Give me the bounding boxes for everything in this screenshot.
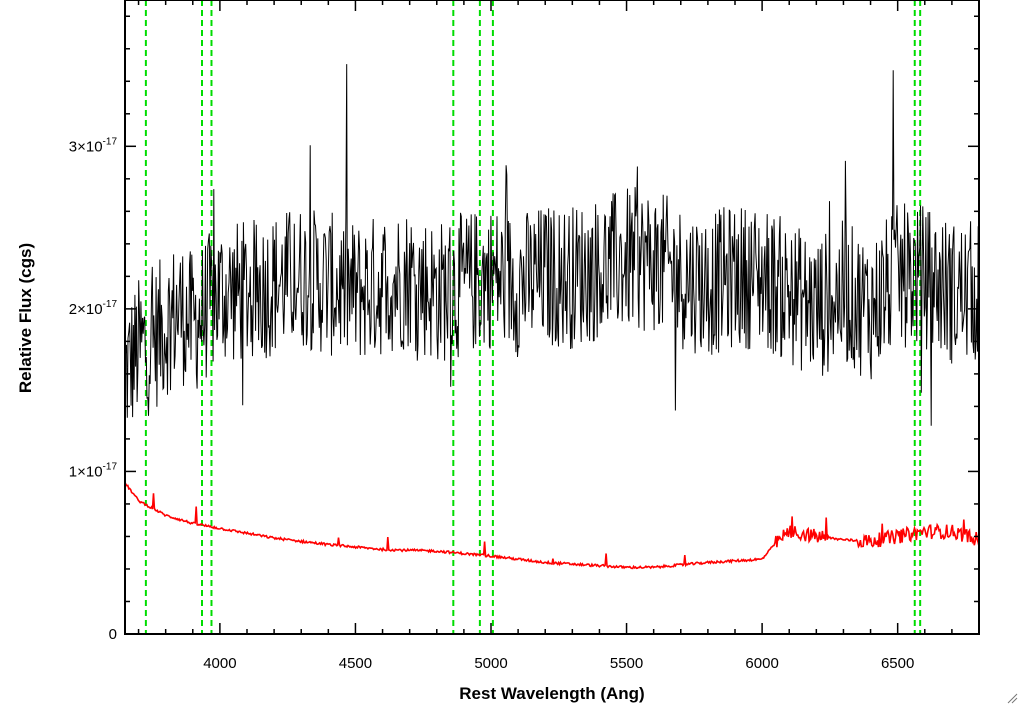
x-tick-label: 4500 (339, 655, 372, 672)
model-line (125, 482, 979, 570)
y-tick-label: 1×10-17 (69, 461, 118, 480)
y-tick-labels: 0 1×10-17 2×10-17 3×10-17 (69, 136, 118, 643)
series-layer (125, 64, 979, 570)
y-tick-label: 2×10-17 (69, 299, 118, 318)
resize-grip-icon[interactable] (1006, 692, 1018, 704)
x-tick-label: 5500 (610, 655, 643, 672)
y-tick-label: 3×10-17 (69, 136, 118, 155)
spectrum-line (125, 64, 979, 426)
emission-line-markers (144, 0, 922, 634)
x-axis-title: Rest Wavelength (Ang) (459, 684, 644, 703)
x-tick-label: 6000 (745, 655, 778, 672)
x-tick-label: 6500 (881, 655, 914, 672)
y-tick-label: 0 (109, 626, 117, 643)
y-axis-title: Relative Flux (cgs) (16, 243, 35, 393)
plot-frame (124, 0, 980, 635)
x-tick-label: 4000 (203, 655, 236, 672)
x-tick-label: 5000 (474, 655, 507, 672)
x-tick-labels: 4000 4500 5000 5500 6000 6500 (203, 655, 914, 672)
tick-marks (125, 0, 980, 635)
